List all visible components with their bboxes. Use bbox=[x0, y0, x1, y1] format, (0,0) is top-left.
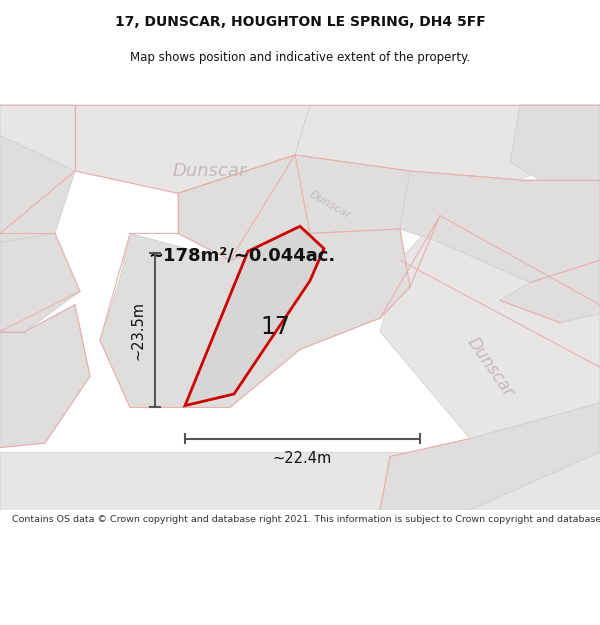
Polygon shape bbox=[0, 105, 75, 233]
Polygon shape bbox=[100, 229, 410, 408]
Text: ~22.4m: ~22.4m bbox=[273, 451, 332, 466]
Text: Contains OS data © Crown copyright and database right 2021. This information is : Contains OS data © Crown copyright and d… bbox=[12, 515, 600, 524]
Text: 17: 17 bbox=[260, 315, 290, 339]
Text: ~23.5m: ~23.5m bbox=[130, 301, 145, 360]
Polygon shape bbox=[400, 171, 600, 282]
Text: ~178m²/~0.044ac.: ~178m²/~0.044ac. bbox=[148, 247, 335, 265]
Polygon shape bbox=[178, 155, 410, 260]
Polygon shape bbox=[0, 452, 600, 510]
Polygon shape bbox=[0, 135, 75, 242]
Text: Dunscar: Dunscar bbox=[463, 334, 517, 401]
Text: Map shows position and indicative extent of the property.: Map shows position and indicative extent… bbox=[130, 51, 470, 64]
Polygon shape bbox=[500, 260, 600, 322]
Polygon shape bbox=[0, 233, 80, 332]
Polygon shape bbox=[0, 105, 310, 193]
Polygon shape bbox=[380, 216, 600, 439]
Polygon shape bbox=[295, 105, 600, 180]
Polygon shape bbox=[380, 403, 600, 510]
Text: 17, DUNSCAR, HOUGHTON LE SPRING, DH4 5FF: 17, DUNSCAR, HOUGHTON LE SPRING, DH4 5FF bbox=[115, 15, 485, 29]
Polygon shape bbox=[0, 305, 90, 448]
Polygon shape bbox=[510, 105, 600, 189]
Text: Dunscar: Dunscar bbox=[173, 162, 247, 180]
Polygon shape bbox=[185, 226, 324, 406]
Text: Dunscar: Dunscar bbox=[308, 189, 352, 221]
